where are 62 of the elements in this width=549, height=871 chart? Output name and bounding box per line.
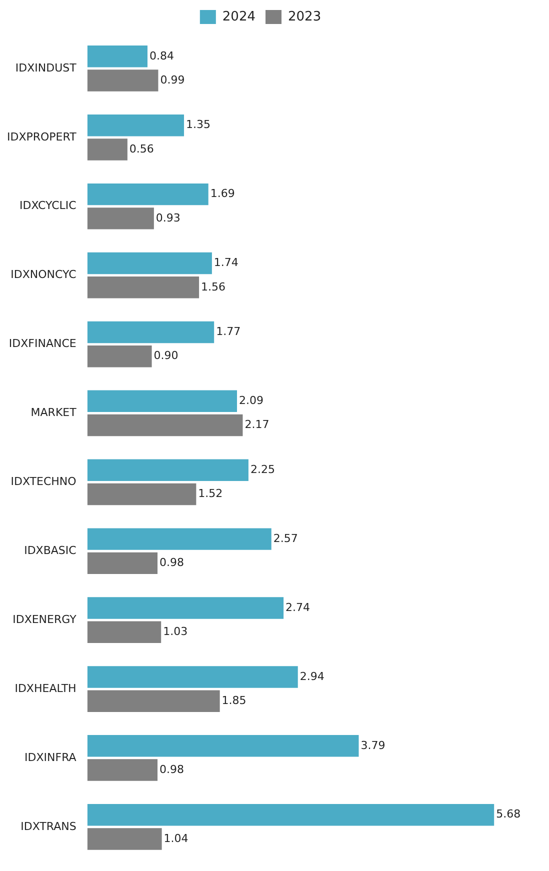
y-tick-label: IDXFINANCE bbox=[8, 337, 76, 350]
bar bbox=[87, 459, 248, 481]
bar bbox=[87, 46, 148, 68]
bar bbox=[87, 621, 162, 643]
data-label: 1.56 bbox=[201, 280, 226, 294]
data-label: 1.35 bbox=[186, 118, 211, 132]
bar bbox=[87, 666, 298, 688]
data-label: 0.90 bbox=[154, 349, 178, 362]
bar bbox=[87, 183, 208, 206]
bar bbox=[87, 735, 359, 757]
bar bbox=[87, 414, 243, 436]
bar bbox=[87, 321, 214, 344]
data-label: 0.56 bbox=[129, 142, 154, 156]
bar bbox=[87, 70, 158, 92]
bar bbox=[87, 552, 158, 574]
y-tick-label: IDXBASIC bbox=[24, 544, 77, 557]
data-label: 2.94 bbox=[300, 670, 324, 683]
data-label: 2.25 bbox=[250, 462, 275, 476]
data-label: 5.68 bbox=[496, 808, 521, 821]
legend-label: 2024 bbox=[222, 9, 256, 24]
legend-label: 2023 bbox=[288, 9, 322, 24]
bar bbox=[87, 276, 200, 298]
data-label: 1.77 bbox=[216, 325, 241, 338]
y-tick-label: MARKET bbox=[30, 406, 77, 420]
bar bbox=[87, 690, 220, 712]
y-tick-label: IDXNONCYC bbox=[10, 268, 77, 282]
bar bbox=[87, 828, 162, 850]
data-label: 0.98 bbox=[160, 556, 184, 570]
data-label: 1.85 bbox=[222, 694, 246, 707]
data-label: 1.69 bbox=[210, 187, 235, 200]
bar bbox=[87, 390, 237, 412]
y-tick-label: IDXHEALTH bbox=[14, 682, 76, 695]
bar bbox=[87, 114, 184, 136]
bar bbox=[87, 759, 158, 781]
data-label: 0.98 bbox=[160, 762, 184, 776]
data-label: 2.09 bbox=[239, 394, 264, 408]
bar bbox=[87, 528, 272, 550]
data-label: 0.84 bbox=[149, 49, 174, 62]
y-tick-label: IDXTRANS bbox=[20, 820, 76, 833]
bar bbox=[87, 252, 212, 274]
data-label: 1.74 bbox=[214, 256, 238, 270]
y-tick-label: IDXINDUST bbox=[15, 61, 77, 74]
data-label: 1.04 bbox=[164, 832, 188, 845]
data-label: 2.74 bbox=[286, 600, 310, 614]
data-label: 0.99 bbox=[160, 73, 185, 86]
y-tick-label: IDXINFRA bbox=[24, 750, 77, 764]
data-label: 2.17 bbox=[244, 418, 270, 432]
y-tick-label: IDXPROPERT bbox=[6, 130, 77, 144]
bar bbox=[87, 483, 196, 506]
data-label: 1.52 bbox=[198, 487, 223, 500]
bar bbox=[87, 208, 154, 230]
data-label: 0.93 bbox=[156, 211, 180, 224]
bar bbox=[87, 597, 284, 619]
y-tick-label: IDXCYCLIC bbox=[20, 199, 77, 212]
y-tick-label: IDXTECHNO bbox=[10, 475, 77, 488]
data-label: 1.03 bbox=[163, 625, 188, 638]
bar bbox=[87, 345, 152, 368]
y-tick-label: IDXENERGY bbox=[12, 612, 77, 626]
data-label: 3.79 bbox=[360, 738, 386, 752]
data-label: 2.57 bbox=[273, 532, 298, 545]
bar bbox=[87, 804, 494, 826]
bar bbox=[87, 138, 128, 160]
